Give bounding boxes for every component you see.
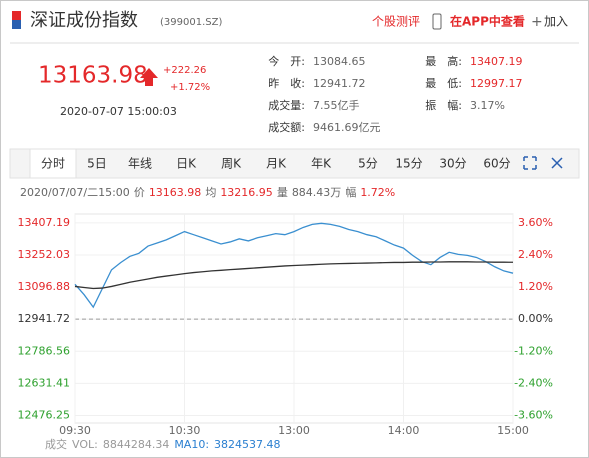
stat-label: 最 低:: [425, 77, 462, 90]
y-tick-label: 13096.88: [18, 280, 71, 293]
stat-value: 13407.19: [470, 55, 523, 68]
settings-icon[interactable]: [551, 157, 563, 169]
x-tick-label: 14:00: [388, 424, 420, 437]
plus-icon[interactable]: +: [531, 14, 543, 30]
stat-label: 今 开:: [268, 54, 305, 68]
tab[interactable]: 60分: [483, 157, 510, 171]
stat-value: 12941.72: [313, 77, 366, 90]
y-tick-label: 12941.72: [18, 312, 71, 325]
link-review[interactable]: 个股测评: [372, 15, 420, 29]
volume-item: 成交: [45, 437, 67, 451]
logo-top: [12, 11, 21, 20]
stock-code: (399001.SZ): [160, 17, 222, 28]
tab[interactable]: 30分: [439, 157, 466, 171]
stat-value: 3.17%: [470, 99, 505, 112]
y2-tick-label: 1.20%: [518, 280, 553, 293]
tab[interactable]: 5日: [87, 157, 107, 171]
x-tick-label: 09:30: [59, 424, 91, 437]
info-item: 13163.98: [149, 186, 202, 199]
y-tick-label: 12786.56: [18, 344, 71, 357]
stat-label: 振 幅:: [425, 98, 462, 112]
info-item: 13216.95: [220, 186, 273, 199]
stock-name: 深证成份指数: [30, 10, 138, 31]
link-add[interactable]: 加入: [544, 15, 568, 29]
y-tick-label: 12631.41: [18, 376, 71, 389]
up-arrow: [140, 68, 158, 86]
info-item: 价: [134, 186, 145, 199]
stat-label: 成交额:: [268, 120, 305, 134]
tab[interactable]: 5分: [358, 157, 378, 171]
change-pct: +1.72%: [170, 82, 210, 93]
info-item: 均: [205, 186, 216, 199]
info-item: 1.72%: [360, 186, 395, 199]
x-tick-label: 13:00: [278, 424, 310, 437]
tab[interactable]: 月K: [266, 157, 287, 171]
tab[interactable]: 分时: [41, 157, 65, 171]
volume-item: 8844284.34: [103, 438, 169, 451]
info-line: 2020/07/07/二15:00 价 13163.98 均 13216.95 量 884.…: [20, 186, 395, 199]
stat-label: 成交量:: [268, 98, 305, 112]
info-item: 幅: [345, 186, 356, 199]
fullscreen-icon[interactable]: [523, 156, 537, 170]
quote-time: 2020-07-07 15:00:03: [60, 105, 177, 118]
y2-tick-label: -1.20%: [514, 344, 553, 357]
phone-icon: [432, 13, 442, 30]
y2-tick-label: -3.60%: [514, 409, 553, 422]
info-item: 2020/07/07/二15:00: [20, 186, 130, 199]
x-tick-label: 10:30: [169, 424, 201, 437]
tab-active-bg: [29, 148, 77, 179]
stat-value: 7.55亿手: [313, 98, 360, 112]
y2-tick-label: -2.40%: [514, 376, 553, 389]
y2-tick-label: 0.00%: [518, 312, 553, 325]
series-line: [74, 222, 514, 309]
series-line: [74, 261, 514, 290]
info-item: 884.43万: [292, 186, 342, 199]
volume-line: 成交 VOL: 8844284.34 MA10: 3824537.48: [45, 437, 281, 451]
stat-value: 9461.69亿元: [313, 121, 381, 134]
volume-item: MA10:: [174, 438, 209, 451]
change: +222.26: [163, 65, 206, 76]
tab[interactable]: 日K: [176, 157, 197, 171]
stat-label: 昨 收:: [268, 76, 305, 90]
logo-bottom: [12, 20, 21, 29]
price: 13163.98: [38, 63, 148, 89]
y2-tick-label: 2.40%: [518, 248, 553, 261]
tab-bar: [9, 148, 580, 179]
stat-value: 13084.65: [313, 55, 366, 68]
link-app[interactable]: 在APP中查看: [450, 14, 525, 29]
y-tick-label: 13252.03: [18, 248, 71, 261]
stat-label: 最 高:: [425, 54, 462, 68]
chart: 13407.19 13252.03 13096.88 12941.72 12786.56…: [18, 213, 553, 437]
y-tick-label: 12476.25: [18, 408, 71, 421]
tab[interactable]: 15分: [395, 157, 422, 171]
y2-tick-label: 3.60%: [518, 216, 553, 229]
stat-value: 12997.17: [470, 77, 523, 90]
tab[interactable]: 年线: [128, 157, 152, 171]
x-tick-label: 15:00: [497, 424, 529, 437]
tabs: 分时 5日 年线 日K 周K 月K 年K 5分 15分 30分 60分: [41, 157, 511, 171]
tab[interactable]: 周K: [221, 157, 242, 171]
volume-item: VOL:: [72, 438, 98, 451]
info-item: 量: [277, 186, 288, 199]
tab[interactable]: 年K: [311, 157, 332, 171]
y-tick-label: 13407.19: [18, 216, 71, 229]
volume-item: 3824537.48: [214, 438, 280, 451]
